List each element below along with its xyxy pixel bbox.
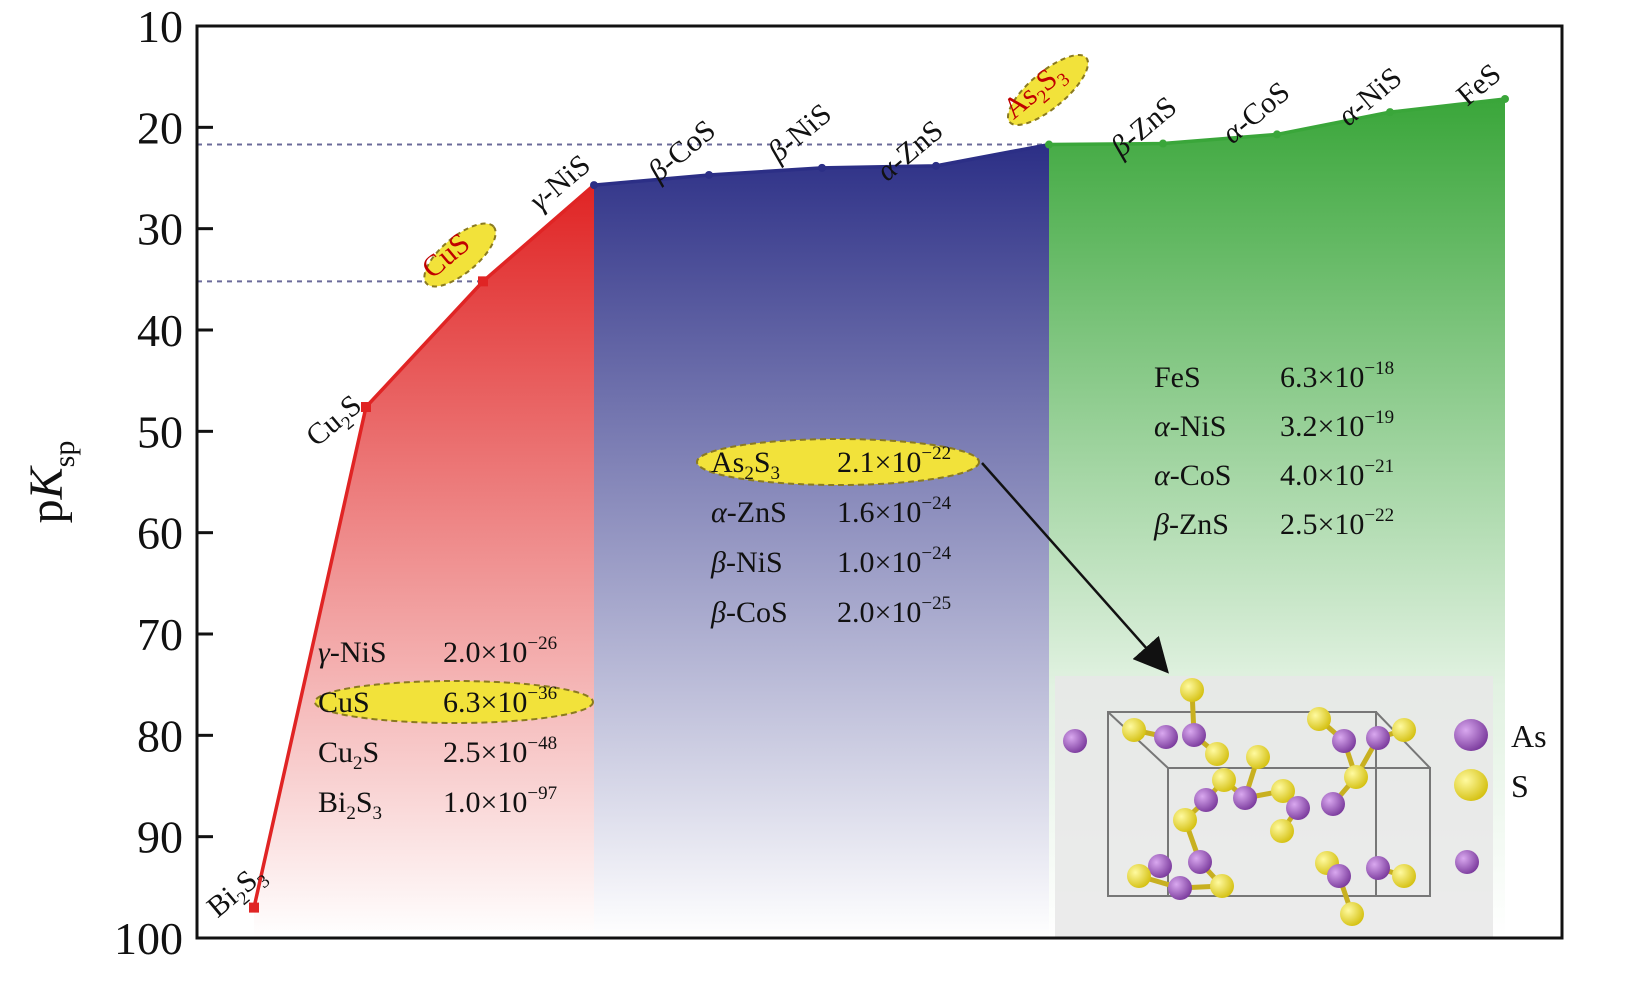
annotation-group-bottom-left: γ-NiS 2.0×10−26 CuS 6.3×10−36 Cu2S 2.5×10−48 B… xyxy=(314,633,594,824)
y-tick-label-100: 100 xyxy=(114,913,183,964)
annotation-highlight xyxy=(696,438,980,486)
pointer-arrow xyxy=(981,462,1169,674)
annotation-value: 2.5×10−22 xyxy=(1280,505,1394,541)
atom-s xyxy=(1344,765,1368,789)
data-point-α-ZnS xyxy=(932,161,940,170)
atom-as xyxy=(1327,864,1351,888)
data-point-As2S3 xyxy=(1045,140,1053,149)
y-tick-label-10: 10 xyxy=(137,1,183,52)
annotation-value: 1.0×10−24 xyxy=(837,543,952,579)
y-tick-label-20: 20 xyxy=(137,102,183,153)
annotation-compound: Cu2S xyxy=(318,736,379,774)
atoms xyxy=(1063,678,1479,926)
data-point-Bi2S3 xyxy=(249,902,259,913)
data-point-CuS xyxy=(478,276,488,287)
annotation-group-center: As2S3​ 2.1×10−22 α-ZnS 1.6×10−24 β-NiS 1.0×10… xyxy=(696,438,980,629)
legend-label-as: As xyxy=(1511,718,1547,754)
annotation-value: 1.0×10−97 xyxy=(443,783,557,819)
atom-s xyxy=(1270,819,1294,843)
highlight-ellipse-As2S3 xyxy=(1006,54,1090,126)
data-point-β-NiS xyxy=(818,163,826,172)
atom-as xyxy=(1233,786,1257,810)
y-tick-label-90: 90 xyxy=(137,812,183,863)
atom-s xyxy=(1246,745,1270,769)
annotation-value: 1.6×10−24 xyxy=(837,493,952,529)
atom-s xyxy=(1180,678,1204,702)
data-point-β-CoS xyxy=(705,170,713,179)
atom-as xyxy=(1154,725,1178,749)
atom-s xyxy=(1340,902,1364,926)
atom-as xyxy=(1188,850,1212,874)
atom-as xyxy=(1182,723,1206,747)
y-tick-label-70: 70 xyxy=(137,609,183,660)
annotation-compound: CuS xyxy=(318,686,370,719)
y-tick-label-60: 60 xyxy=(137,508,183,559)
legend-marker-s xyxy=(1454,769,1488,801)
area-1 xyxy=(254,185,594,939)
annotation-compound: As2S3​ xyxy=(711,446,780,484)
atom-as xyxy=(1148,854,1172,878)
atom-s xyxy=(1173,808,1197,832)
atom-s xyxy=(1307,707,1331,731)
annotation-value: 6.3×10−36 xyxy=(443,683,557,719)
atom-as xyxy=(1194,788,1218,812)
atom-as xyxy=(1366,856,1390,880)
annotation-compound: α-NiS xyxy=(1154,410,1226,443)
atom-as xyxy=(1286,796,1310,820)
annotation-group-top-right: FeS 6.3×10−18 α-NiS 3.2×10−19 α-CoS 4.0×10−21… xyxy=(1153,358,1394,541)
data-point-α-NiS xyxy=(1386,108,1394,117)
annotation-compound: α-ZnS xyxy=(711,496,787,529)
atom-as xyxy=(1455,850,1479,874)
annotation-value: 6.3×10−18 xyxy=(1280,358,1394,394)
annotation-compound: β-ZnS xyxy=(1153,508,1229,541)
annotation-value: 2.0×10−26 xyxy=(443,633,557,669)
inset-background xyxy=(1055,676,1493,938)
legend-label-s: S xyxy=(1511,768,1529,804)
annotation-value: 2.0×10−25 xyxy=(837,593,951,629)
highlight-ellipse-CuS xyxy=(423,222,497,288)
y-tick-label-40: 40 xyxy=(137,305,183,356)
atom-s xyxy=(1122,718,1146,742)
annotation-compound: β-CoS xyxy=(710,596,788,629)
annotation-value: 3.2×10−19 xyxy=(1280,407,1394,443)
annotation-value: 2.1×10−22 xyxy=(837,443,951,479)
atom-as xyxy=(1332,729,1356,753)
atom-as xyxy=(1366,726,1390,750)
area-2 xyxy=(594,144,1049,938)
y-tick-label-80: 80 xyxy=(137,710,183,761)
plot-frame xyxy=(195,24,1564,940)
atom-s xyxy=(1392,864,1416,888)
annotation-value: 4.0×10−21 xyxy=(1280,456,1394,492)
annotation-compound: FeS xyxy=(1154,361,1201,394)
atom-s xyxy=(1210,874,1234,898)
data-point-α-CoS xyxy=(1273,130,1281,139)
category-label-β-NiS: β-NiS xyxy=(761,97,838,169)
atom-as xyxy=(1168,876,1192,900)
y-tick-label-30: 30 xyxy=(137,204,183,255)
series-line-1 xyxy=(252,183,596,908)
data-point-β-ZnS xyxy=(1159,139,1167,148)
annotation-value: 2.5×10−48 xyxy=(443,733,557,769)
atom-s xyxy=(1205,742,1229,766)
data-point-γ-NiS xyxy=(590,181,598,190)
atom-as xyxy=(1321,792,1345,816)
atom-s xyxy=(1212,768,1236,792)
y-tick-label-50: 50 xyxy=(137,406,183,457)
legend-marker-as xyxy=(1454,719,1488,751)
y-axis-title: pKsp xyxy=(20,441,81,524)
data-point-Cu2S xyxy=(361,402,371,413)
atom-s xyxy=(1392,718,1416,742)
data-point-FeS xyxy=(1501,94,1509,103)
annotation-compound: α-CoS xyxy=(1154,459,1231,492)
annotation-compound: Bi2S3​ xyxy=(318,786,382,824)
annotation-highlight xyxy=(314,680,594,724)
annotation-compound: β-NiS xyxy=(710,546,783,579)
annotation-compound: γ-NiS xyxy=(318,636,387,669)
atom-s xyxy=(1127,864,1151,888)
atom-as xyxy=(1063,729,1087,753)
atom-s xyxy=(1271,779,1295,803)
